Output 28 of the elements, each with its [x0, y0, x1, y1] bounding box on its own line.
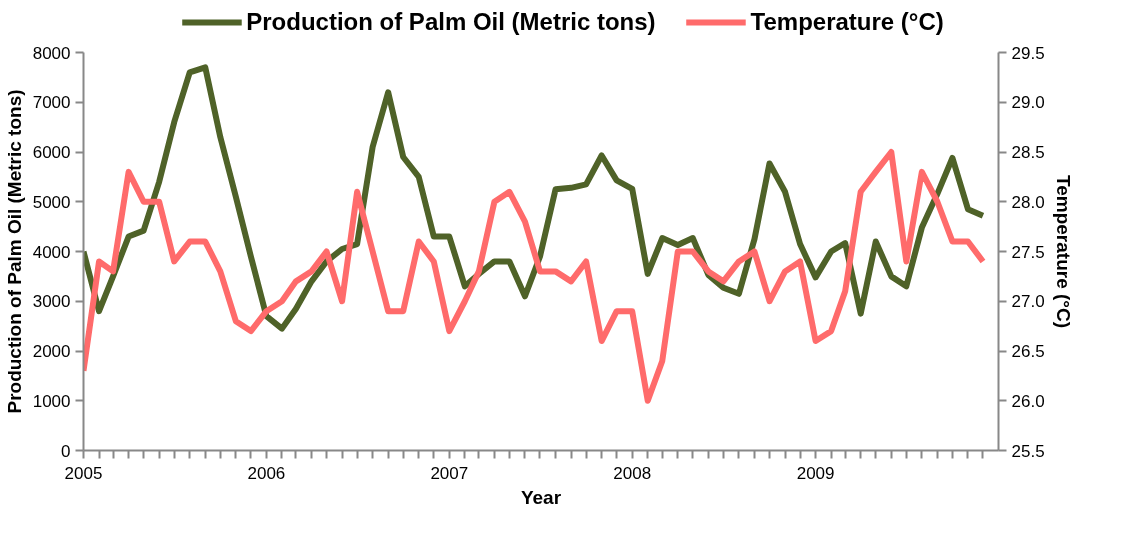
y2-tick-label: 26.0 — [1011, 391, 1045, 411]
y-tick-label: 3000 — [32, 292, 71, 312]
y-tick-label: 8000 — [32, 43, 71, 63]
y2-tick-label: 29.0 — [1011, 93, 1045, 113]
x-tick-label: 2008 — [613, 463, 652, 483]
y-tick-label: 7000 — [32, 93, 71, 113]
x-tick-label: 2009 — [796, 463, 835, 483]
y-tick-label: 2000 — [32, 342, 71, 361]
y2-tick-label: 26.5 — [1011, 342, 1045, 361]
y-axis-title: Production of Palm Oil (Metric tons) — [3, 89, 25, 414]
legend-label: Temperature (°C) — [750, 8, 944, 36]
y-tick-label: 6000 — [32, 143, 71, 162]
y2-tick-label: 27.5 — [1011, 242, 1045, 262]
y2-tick-label: 28.5 — [1011, 143, 1045, 162]
y2-tick-label: 29.5 — [1011, 43, 1045, 63]
y-tick-label: 5000 — [32, 192, 71, 212]
y2-tick-label: 25.5 — [1011, 441, 1045, 461]
x-tick-label: 2006 — [247, 463, 286, 483]
y2-tick-label: 28.0 — [1011, 192, 1045, 212]
y2-axis-title: Temperature (°C) — [1052, 175, 1074, 328]
y2-tick-label: 27.0 — [1011, 292, 1045, 312]
x-tick-label: 2005 — [64, 463, 103, 483]
legend-label: Production of Palm Oil (Metric tons) — [246, 8, 656, 36]
y-tick-label: 0 — [61, 441, 71, 461]
x-axis-title: Year — [520, 486, 562, 508]
y-tick-label: 4000 — [32, 242, 71, 262]
y-tick-label: 1000 — [32, 391, 71, 411]
x-tick-label: 2007 — [430, 463, 469, 483]
